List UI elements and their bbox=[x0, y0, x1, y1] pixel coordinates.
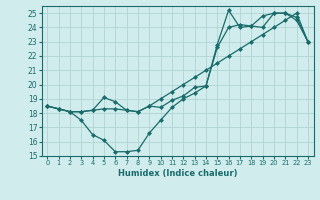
X-axis label: Humidex (Indice chaleur): Humidex (Indice chaleur) bbox=[118, 169, 237, 178]
